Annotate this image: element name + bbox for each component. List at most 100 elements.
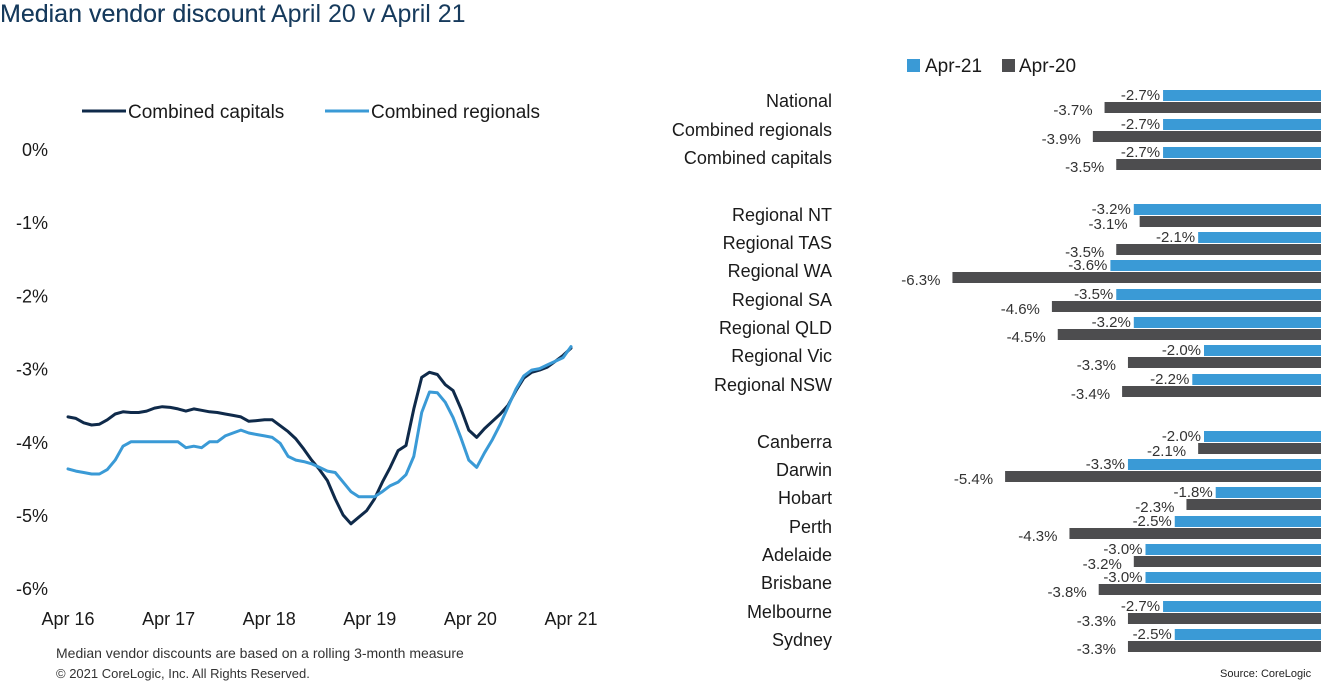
- legend-swatch-apr20: [1002, 59, 1015, 72]
- category-label: Sydney: [772, 630, 832, 650]
- data-label-apr21: -3.3%: [1086, 456, 1125, 473]
- data-label-apr21: -2.7%: [1121, 116, 1160, 133]
- data-label-apr20: -4.3%: [1018, 528, 1057, 545]
- category-label: Regional WA: [728, 261, 832, 281]
- left-chart-title: Median vendor discount: [0, 0, 266, 28]
- category-label: Darwin: [776, 460, 832, 480]
- series-line-combined-regionals: [66, 345, 573, 499]
- category-label: Regional TAS: [723, 233, 832, 253]
- bar-apr20: [1186, 499, 1321, 510]
- data-label-apr20: -3.3%: [1077, 613, 1116, 630]
- bar-apr21: [1127, 459, 1321, 470]
- data-label-apr21: -2.2%: [1150, 371, 1189, 388]
- bar-apr20: [1198, 443, 1321, 454]
- data-label-apr21: -3.5%: [1074, 286, 1113, 303]
- data-label-apr20: -3.7%: [1053, 102, 1092, 119]
- data-label-apr21: -2.1%: [1156, 229, 1195, 246]
- data-label-apr21: -2.5%: [1133, 626, 1172, 643]
- data-label-apr20: -3.4%: [1071, 386, 1110, 403]
- x-tick-label: Apr 16: [41, 609, 94, 629]
- bar-apr21: [1110, 260, 1321, 271]
- copyright-notice: © 2021 CoreLogic, Inc. All Rights Reserv…: [56, 666, 310, 681]
- category-label: Canberra: [757, 432, 833, 452]
- bar-apr20: [1133, 556, 1321, 567]
- bar-apr20: [1116, 159, 1321, 170]
- x-tick-label: Apr 20: [444, 609, 497, 629]
- bar-apr21: [1145, 544, 1321, 555]
- y-tick-label: -1%: [16, 213, 48, 233]
- footnote: Median vendor discounts are based on a r…: [56, 645, 464, 661]
- line-chart: 0% -1% -2% -3% -4% -5% -6% Apr 16 Apr 17 Apr 18 Ap…: [16, 102, 598, 629]
- category-label: Hobart: [778, 488, 832, 508]
- data-label-apr20: -3.5%: [1065, 244, 1104, 261]
- y-tick-label: -4%: [16, 433, 48, 453]
- bar-apr21: [1204, 345, 1321, 356]
- data-label-apr20: -4.5%: [1007, 329, 1046, 346]
- data-label-apr20: -3.5%: [1065, 159, 1104, 176]
- x-tick-label: Apr 21: [544, 609, 597, 629]
- data-label-apr20: -3.3%: [1077, 641, 1116, 658]
- data-label-apr20: -3.9%: [1042, 131, 1081, 148]
- bar-apr20: [1057, 329, 1321, 340]
- bar-apr20: [1139, 216, 1321, 227]
- category-label: Melbourne: [747, 602, 832, 622]
- bar-apr21: [1163, 119, 1321, 130]
- data-label-apr20: -2.1%: [1147, 443, 1186, 460]
- bar-apr21: [1174, 629, 1321, 640]
- legend-label: Apr-21: [925, 56, 982, 77]
- category-label: Adelaide: [762, 545, 832, 565]
- y-tick-label: -2%: [16, 286, 48, 306]
- data-label-apr20: -5.4%: [954, 471, 993, 488]
- data-label-apr21: -2.0%: [1162, 428, 1201, 445]
- data-label-apr21: -3.2%: [1092, 314, 1131, 331]
- bar-apr20: [1104, 102, 1321, 113]
- category-label: Regional NT: [732, 205, 832, 225]
- bar-apr21: [1163, 601, 1321, 612]
- data-label-apr21: -3.6%: [1068, 257, 1107, 274]
- bar-apr21: [1163, 147, 1321, 158]
- category-label: Perth: [789, 517, 832, 537]
- data-label-apr21: -2.7%: [1121, 144, 1160, 161]
- data-label-apr20: -2.3%: [1135, 499, 1174, 516]
- data-label-apr20: -3.3%: [1077, 357, 1116, 374]
- data-label-apr20: -6.3%: [901, 272, 940, 289]
- bar-apr20: [1116, 244, 1321, 255]
- bar-apr20: [1122, 386, 1321, 397]
- legend-label: Combined capitals: [128, 102, 284, 123]
- bar-apr20: [1127, 613, 1321, 624]
- legend-swatch-apr21: [907, 59, 920, 72]
- source-note: Source: CoreLogic: [1220, 668, 1312, 680]
- legend-label: Apr-20: [1019, 56, 1076, 77]
- category-label: Regional Vic: [731, 346, 832, 366]
- series-line-combined-capitals: [66, 346, 573, 526]
- bar-apr20: [1069, 528, 1321, 539]
- bar-apr21: [1133, 204, 1321, 215]
- x-tick-label: Apr 19: [343, 609, 396, 629]
- data-label-apr20: -4.6%: [1001, 301, 1040, 318]
- data-label-apr21: -2.0%: [1162, 342, 1201, 359]
- data-label-apr21: -2.7%: [1121, 87, 1160, 104]
- category-label: Combined regionals: [672, 120, 832, 140]
- bar-apr21: [1198, 232, 1321, 243]
- bar-apr21: [1215, 487, 1321, 498]
- bar-apr20: [1005, 471, 1321, 482]
- y-tick-label: -3%: [16, 360, 48, 380]
- data-label-apr20: -3.8%: [1048, 584, 1087, 601]
- data-label-apr20: -3.2%: [1083, 556, 1122, 573]
- x-tick-label: Apr 18: [243, 609, 296, 629]
- bar-apr21: [1116, 289, 1321, 300]
- bar-apr21: [1163, 90, 1321, 101]
- data-label-apr21: -2.7%: [1121, 598, 1160, 615]
- data-label-apr20: -3.1%: [1088, 216, 1127, 233]
- x-tick-label: Apr 17: [142, 609, 195, 629]
- category-label: National: [766, 91, 832, 111]
- data-label-apr21: -3.0%: [1103, 541, 1142, 558]
- data-label-apr21: -3.0%: [1103, 569, 1142, 586]
- category-label: Regional QLD: [719, 318, 832, 338]
- category-label: Regional NSW: [714, 375, 832, 395]
- bar-apr20: [1127, 357, 1321, 368]
- category-label: Regional SA: [732, 290, 832, 310]
- bar-apr20: [1051, 301, 1321, 312]
- data-label-apr21: -3.2%: [1092, 201, 1131, 218]
